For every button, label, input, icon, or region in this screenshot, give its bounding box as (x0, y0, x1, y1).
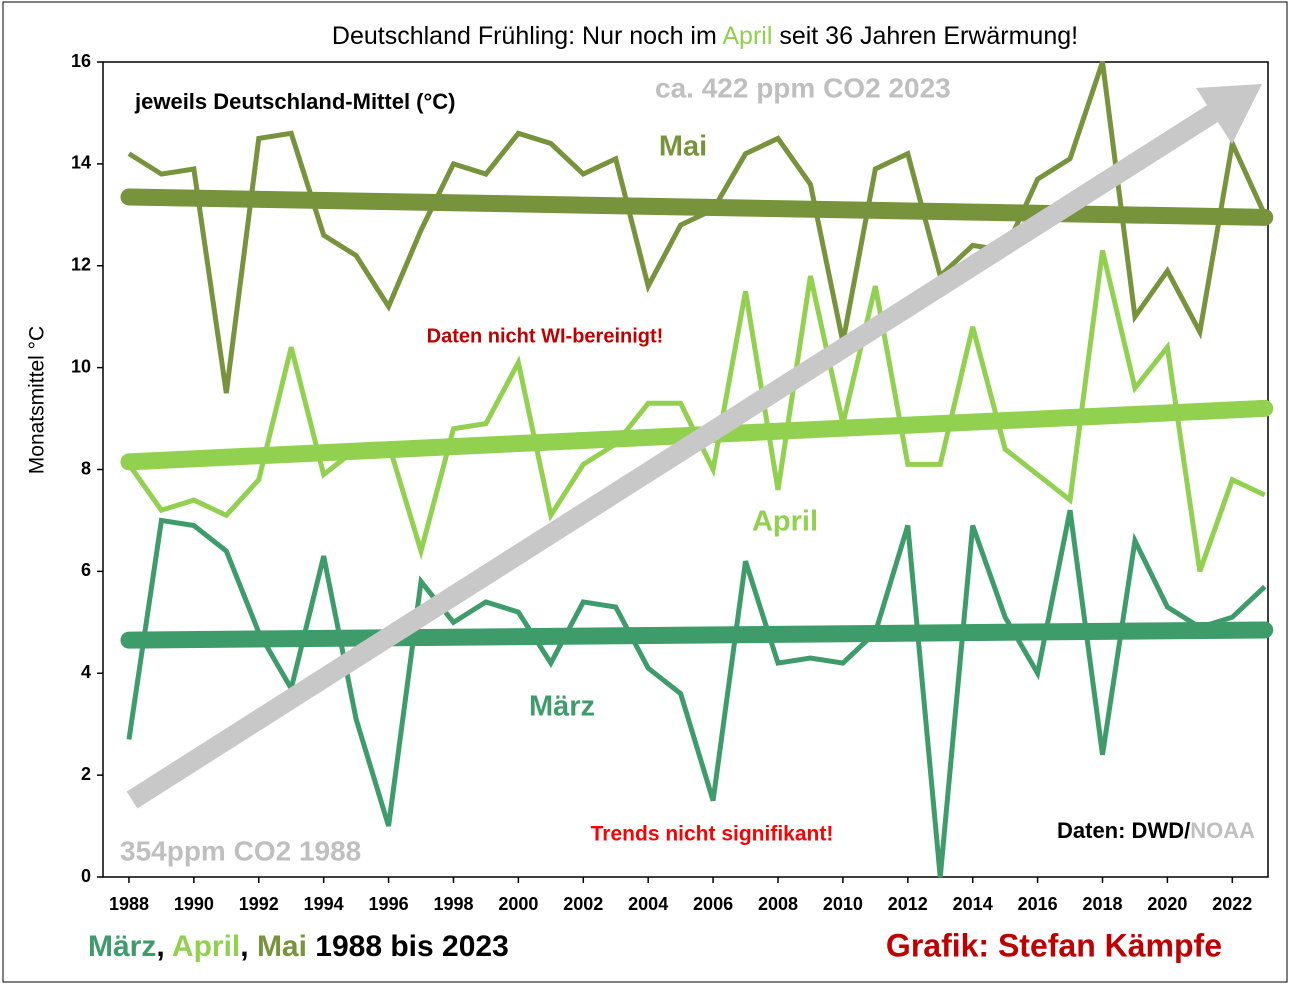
series-label: März (529, 691, 595, 723)
trend-line (120, 188, 1274, 226)
title-part: seit 36 Jahren Erwärmung! (772, 22, 1078, 50)
y-tick-label: 12 (71, 255, 91, 275)
footer: März, April, Mai 1988 bis 2023 (88, 930, 509, 963)
x-tick-label: 2006 (693, 894, 733, 914)
arrow-head (1196, 84, 1262, 144)
title-part: Deutschland Frühling: Nur noch im (332, 22, 722, 50)
x-tick-label: 2022 (1212, 894, 1252, 914)
y-tick-label: 8 (81, 458, 91, 478)
source: Daten: DWD/NOAA (1057, 818, 1255, 843)
y-axis-label: Monatsmittel °C (26, 326, 49, 474)
x-tick-label: 2008 (758, 894, 798, 914)
x-tick-label: 2020 (1147, 894, 1187, 914)
y-tick-label: 2 (81, 764, 91, 784)
x-tick-label: 1992 (239, 894, 279, 914)
footer-part: April (172, 930, 240, 963)
co2-arrow (126, 84, 1262, 809)
x-tick-label: 1998 (433, 894, 473, 914)
y-tick-label: 0 (81, 866, 91, 886)
x-tick-label: 1994 (304, 894, 344, 914)
footer-part: , (240, 930, 257, 963)
x-tick-label: 1996 (369, 894, 409, 914)
series-label: April (752, 506, 818, 538)
co2-start: 354ppm CO2 1988 (120, 835, 361, 866)
y-tick-label: 16 (71, 51, 91, 71)
footer-part: 1988 bis 2023 (307, 930, 509, 963)
x-tick-label: 2000 (498, 894, 538, 914)
x-tick-label: 1988 (109, 894, 149, 914)
x-tick-label: 2010 (823, 894, 863, 914)
footer-part: März (88, 930, 156, 963)
trend-line (120, 621, 1274, 649)
trend-note: Trends nicht signifikant! (591, 823, 834, 846)
x-tick-label: 2012 (888, 894, 928, 914)
arrow-shaft (126, 103, 1221, 809)
title-part: April (722, 22, 772, 50)
series-label: Mai (659, 131, 707, 163)
x-tick-label: 2018 (1082, 894, 1122, 914)
y-tick-label: 10 (71, 356, 91, 376)
x-tick-label: 2004 (628, 894, 668, 914)
y-tick-label: 14 (71, 153, 91, 173)
footer-part: Mai (257, 930, 307, 963)
series-line (126, 509, 1267, 878)
source-part: NOAA (1190, 818, 1255, 843)
co2-end: ca. 422 ppm CO2 2023 (655, 72, 951, 103)
x-tick-label: 2014 (953, 894, 993, 914)
footer-part: , (156, 930, 172, 963)
series-line (127, 61, 1268, 394)
y-tick-label: 6 (81, 560, 91, 580)
subtitle: jeweils Deutschland-Mittel (°C) (134, 89, 456, 114)
credit: Grafik: Stefan Kämpfe (886, 927, 1222, 963)
y-tick-label: 4 (81, 662, 91, 682)
chart-title: Deutschland Frühling: Nur noch im April … (332, 22, 1078, 50)
wi-note: Daten nicht WI-bereinigt! (427, 325, 664, 347)
x-tick-label: 2002 (563, 894, 603, 914)
x-tick-label: 1990 (174, 894, 214, 914)
x-tick-label: 2016 (1018, 894, 1058, 914)
source-part: Daten: DWD/ (1057, 818, 1190, 843)
